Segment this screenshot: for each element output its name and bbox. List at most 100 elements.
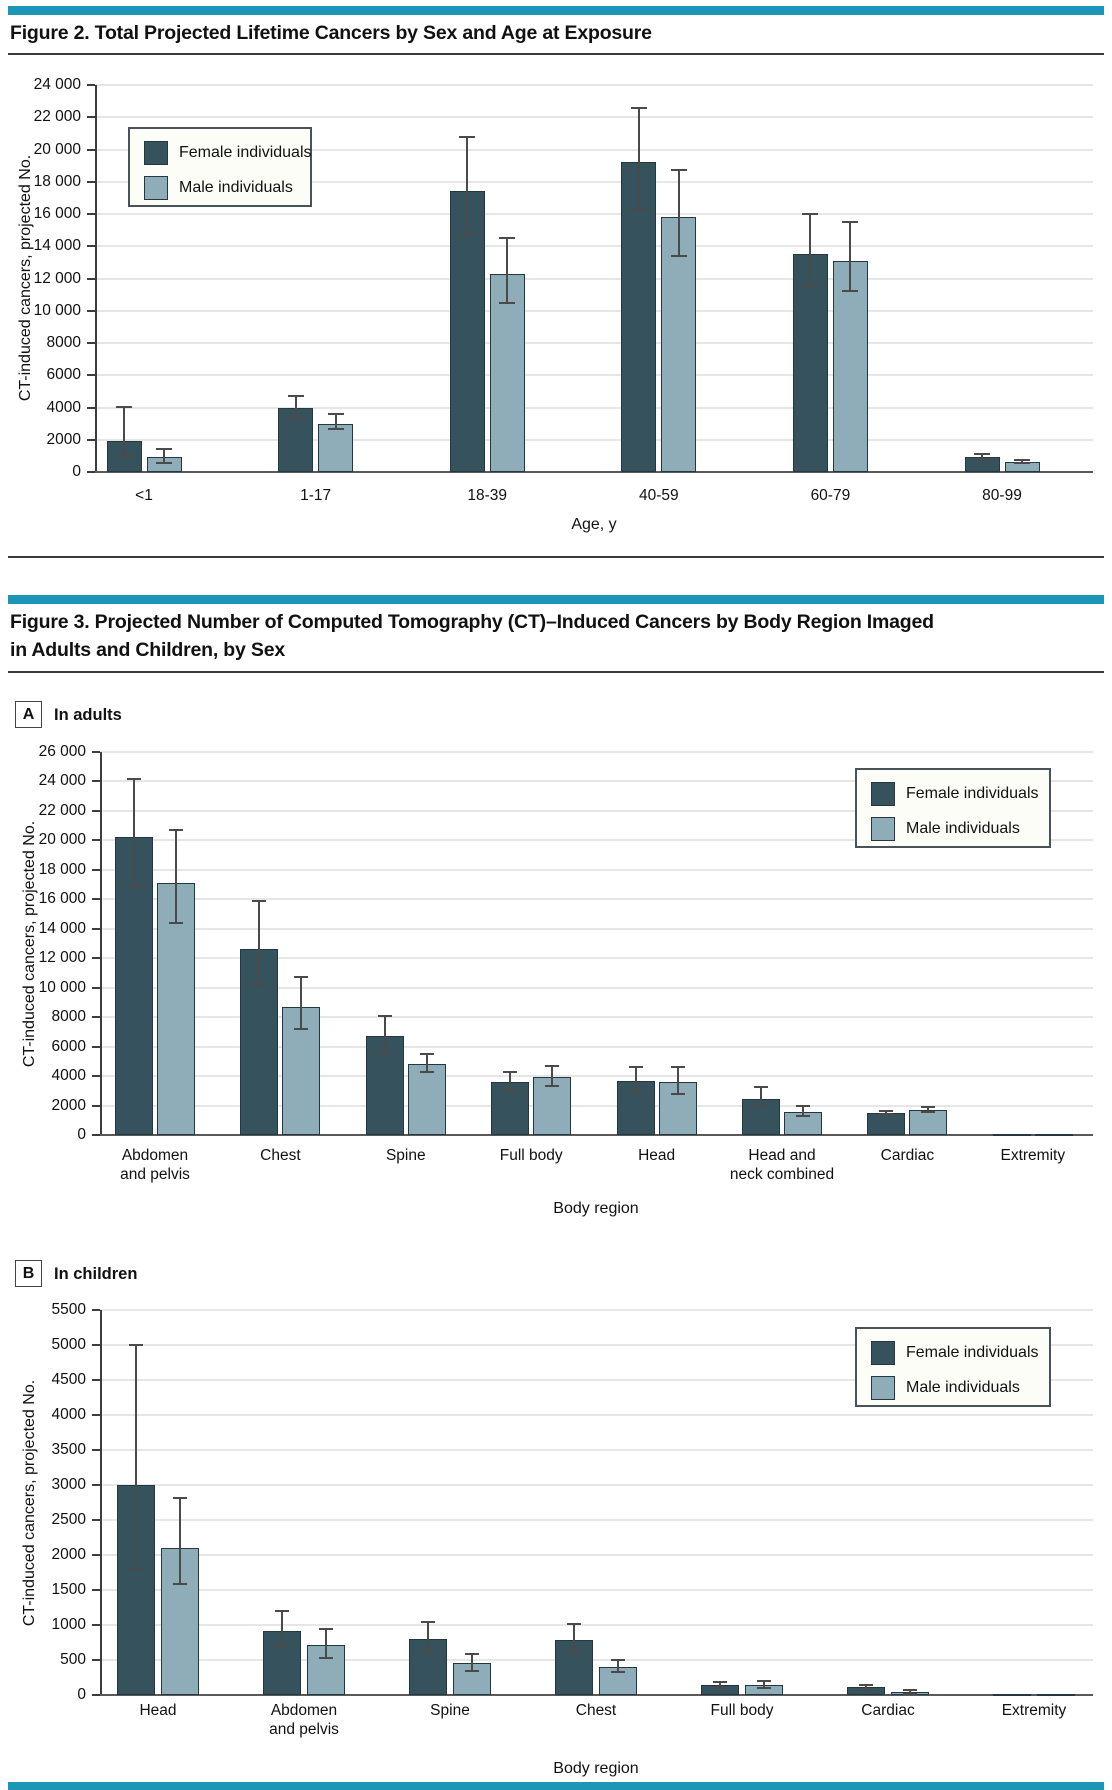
error-cap-top-male-5 (903, 1689, 917, 1692)
y-tick-label: 1000 (51, 1616, 86, 1633)
error-cap-top-female-3 (503, 1070, 518, 1073)
gridline (100, 986, 1093, 989)
gridline (100, 1414, 1093, 1416)
bar-male-7 (1034, 1134, 1073, 1137)
legend-label-female: Female individuals (906, 785, 1039, 802)
figure2-title-rule (8, 53, 1104, 55)
error-cap-top-female-4 (628, 1065, 643, 1068)
bar-male-4 (832, 260, 868, 472)
error-cap-bottom-male-5 (796, 1114, 810, 1117)
error-cap-bottom-female-0 (116, 454, 132, 457)
y-tick-label: 500 (60, 1651, 86, 1668)
y-tick (92, 1016, 100, 1019)
y-tick (92, 1379, 100, 1381)
error-cap-top-male-3 (611, 1659, 625, 1661)
category-label-1: 1-17 (300, 487, 332, 504)
y-tick-label: 8000 (46, 334, 81, 351)
error-cap-top-male-2 (465, 1652, 479, 1655)
y-tick-label: 14 000 (38, 919, 86, 937)
category-label-6: Extremity (1001, 1702, 1067, 1719)
error-cap-top-female-0 (127, 777, 141, 780)
error-cap-top-male-0 (169, 829, 183, 832)
error-cap-bottom-male-5 (903, 1692, 917, 1695)
legend-label-female: Female individuals (906, 1344, 1039, 1361)
error-cap-top-male-4 (842, 221, 859, 224)
bar-male-3 (661, 217, 697, 472)
y-tick (87, 438, 95, 441)
category-label-5: Cardiac (861, 1702, 915, 1719)
y-tick (87, 309, 95, 312)
category-label-7: Extremity (1000, 1147, 1066, 1164)
error-cap-bottom-female-1 (287, 417, 304, 420)
bar-female-0 (115, 837, 153, 1135)
y-tick-label: 3500 (51, 1441, 86, 1458)
figure3-top-accent-rule (8, 595, 1104, 604)
error-cap-top-male-4 (757, 1680, 771, 1682)
error-bar-female-1 (294, 396, 297, 419)
error-cap-bottom-male-4 (757, 1687, 771, 1689)
legend-item-male: Male individuals (144, 175, 293, 201)
error-bar-male-4 (676, 1067, 679, 1094)
error-bar-male-3 (677, 170, 680, 256)
error-cap-top-male-6 (921, 1106, 936, 1108)
error-cap-bottom-female-2 (377, 1051, 392, 1054)
error-cap-top-female-3 (630, 106, 647, 109)
panel-a-marker: A (15, 701, 42, 728)
y-tick (92, 751, 100, 753)
error-bar-male-5 (802, 1106, 804, 1116)
legend-swatch-male (144, 176, 168, 200)
gridline (100, 1104, 1093, 1107)
category-label-2: 18-39 (467, 487, 508, 504)
category-label-0: <1 (135, 487, 153, 504)
y-tick-label: 3000 (51, 1476, 86, 1493)
gridline (100, 957, 1093, 960)
error-bar-female-0 (123, 406, 125, 456)
legend-label-female: Female individuals (179, 144, 312, 161)
y-tick-label: 18 000 (38, 860, 86, 878)
y-tick (92, 927, 100, 930)
error-bar-female-5 (981, 454, 983, 460)
figure3-title-line1: Figure 3. Projected Number of Computed T… (10, 611, 934, 633)
error-cap-top-female-1 (287, 395, 304, 398)
y-tick (87, 406, 95, 409)
error-bar-female-3 (573, 1623, 575, 1653)
gridline (100, 1379, 1093, 1381)
y-tick-label: 4000 (51, 1067, 86, 1085)
y-tick (92, 986, 100, 989)
y-tick-label: 0 (77, 1126, 86, 1143)
gridline (100, 1449, 1093, 1451)
error-cap-bottom-female-0 (127, 885, 141, 888)
gridline (100, 1484, 1093, 1486)
legend-item-female: Female individuals (871, 781, 1039, 807)
y-axis-line (100, 752, 102, 1135)
legend-label-male: Male individuals (179, 179, 293, 196)
error-cap-top-female-5 (754, 1086, 768, 1089)
error-bar-male-0 (179, 1498, 181, 1585)
error-cap-bottom-male-1 (294, 1027, 309, 1030)
error-bar-male-3 (617, 1660, 619, 1672)
error-cap-bottom-female-2 (421, 1650, 435, 1653)
error-cap-bottom-male-4 (670, 1092, 685, 1095)
gridline (95, 148, 1093, 151)
error-bar-male-1 (325, 1629, 327, 1658)
bar-male-0 (157, 883, 195, 1135)
error-bar-male-5 (1021, 459, 1023, 464)
bar-male-6 (1037, 1694, 1075, 1697)
error-cap-bottom-male-6 (921, 1111, 936, 1114)
category-label-4: Head (638, 1147, 676, 1164)
y-tick (92, 1589, 100, 1591)
category-label-4: 60-79 (810, 487, 851, 504)
y-tick (87, 245, 95, 248)
gridline (100, 927, 1093, 930)
y-tick (87, 342, 95, 344)
gridline (100, 868, 1093, 871)
gridline (100, 1659, 1093, 1661)
error-cap-bottom-female-4 (628, 1091, 643, 1094)
category-label-3: Full body (499, 1147, 563, 1164)
category-label-2: Spine (385, 1147, 426, 1164)
y-tick (87, 213, 95, 215)
category-label-1: Abdomen and pelvis (269, 1702, 339, 1739)
